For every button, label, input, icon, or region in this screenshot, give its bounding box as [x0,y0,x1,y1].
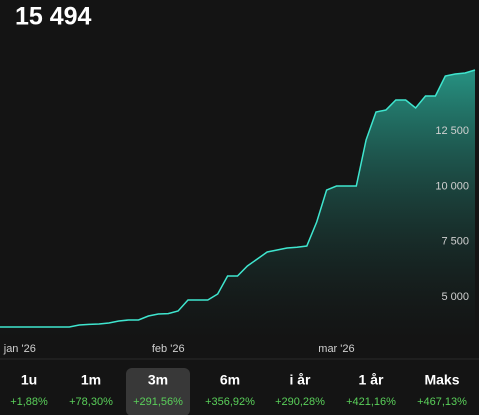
period-label: 6m [220,372,240,388]
period-label: i år [289,372,311,388]
period-change: +290,28% [275,396,325,408]
period-change: +356,92% [205,396,255,408]
y-tick-label: 12 500 [435,125,469,137]
period-change: +78,30% [69,396,113,408]
y-tick-label: 10 000 [435,180,469,192]
x-tick-label: feb '26 [152,343,185,355]
period-change: +421,16% [346,396,396,408]
price-line [0,69,476,328]
period-label: 1u [21,372,37,388]
price: 15 494 [15,3,92,31]
period-label: Maks [424,372,459,388]
period-label: 1m [81,372,101,388]
x-tick-label: mar '26 [318,343,354,355]
period-change: +467,13% [417,396,467,408]
period-active-bg [126,368,190,415]
period-label: 1 år [359,372,384,388]
period-change: +1,88% [10,396,48,408]
area [0,70,475,340]
y-tick-label: 7 500 [441,236,469,248]
period-label: 3m [148,372,168,388]
x-tick-label: jan '26 [3,343,36,355]
period-change: +291,56% [133,396,183,408]
y-tick-label: 5 000 [441,291,469,303]
